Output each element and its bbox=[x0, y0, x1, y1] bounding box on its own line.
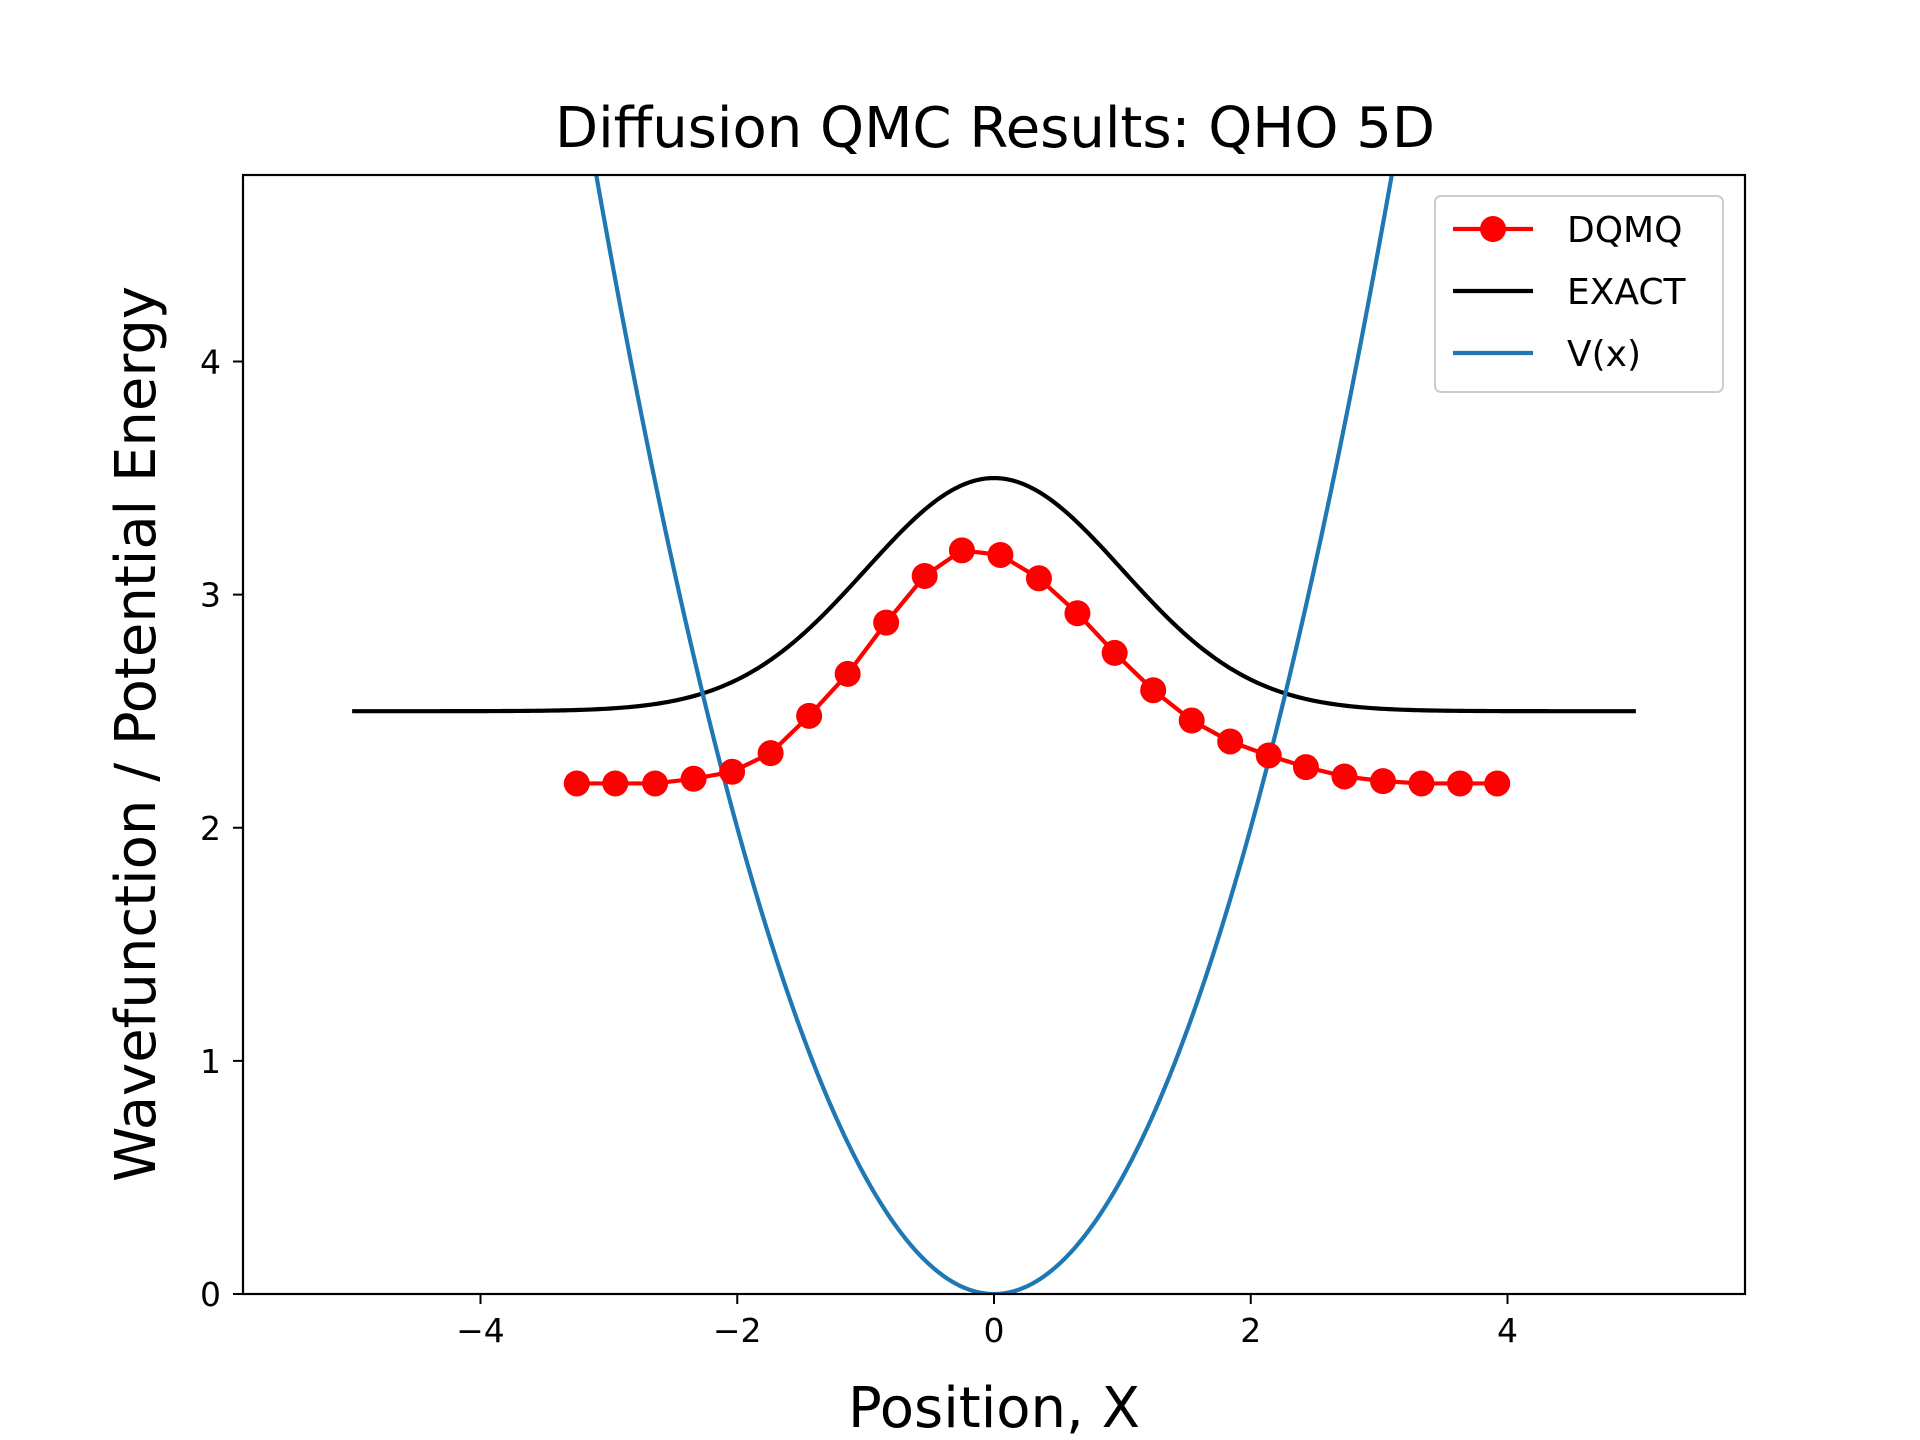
x-tick-label: −4 bbox=[456, 1311, 505, 1350]
data-point bbox=[1292, 754, 1319, 781]
data-point bbox=[1408, 770, 1435, 797]
y-axis-label: Wavefunction / Potential Energy bbox=[104, 286, 169, 1182]
data-point bbox=[834, 660, 861, 687]
data-point bbox=[1255, 742, 1282, 769]
x-axis: −4 −2 0 2 4 bbox=[456, 1294, 1518, 1350]
data-point bbox=[1447, 770, 1474, 797]
y-axis: 0 1 2 3 4 bbox=[200, 343, 243, 1314]
legend-box bbox=[1434, 195, 1724, 393]
data-point bbox=[1064, 600, 1091, 627]
legend-marker bbox=[1480, 216, 1506, 242]
series-layer bbox=[352, 175, 1636, 1294]
data-point bbox=[1178, 707, 1205, 734]
data-point bbox=[563, 770, 590, 797]
y-tick-label: 3 bbox=[200, 576, 221, 615]
x-tick-label: −2 bbox=[713, 1311, 762, 1350]
x-axis-label: Position, X bbox=[848, 1376, 1140, 1440]
legend-label: DQMQ bbox=[1567, 210, 1682, 251]
legend-label: V(x) bbox=[1567, 334, 1641, 375]
data-point bbox=[911, 562, 938, 589]
data-point bbox=[987, 541, 1014, 568]
data-point bbox=[719, 758, 746, 785]
series-line-exact bbox=[352, 475, 1636, 714]
data-point bbox=[1025, 565, 1052, 592]
x-tick-label: 4 bbox=[1497, 1311, 1518, 1350]
y-tick-label: 1 bbox=[200, 1042, 221, 1081]
data-point bbox=[948, 537, 975, 564]
y-tick-label: 0 bbox=[200, 1275, 221, 1314]
legend: DQMQ EXACT V(x) bbox=[1434, 195, 1724, 393]
x-tick-label: 2 bbox=[1240, 1311, 1261, 1350]
data-point bbox=[1140, 677, 1167, 704]
y-tick-label: 2 bbox=[200, 809, 221, 848]
data-point bbox=[873, 609, 900, 636]
chart-title: Diffusion QMC Results: QHO 5D bbox=[555, 96, 1435, 161]
data-point bbox=[680, 765, 707, 792]
data-point bbox=[1101, 639, 1128, 666]
data-point bbox=[1369, 768, 1396, 795]
data-point bbox=[1484, 770, 1511, 797]
data-point bbox=[1331, 763, 1358, 790]
data-point bbox=[642, 770, 669, 797]
data-point bbox=[1217, 728, 1244, 755]
data-point bbox=[796, 702, 823, 729]
data-point bbox=[602, 770, 629, 797]
y-tick-label: 4 bbox=[200, 343, 221, 382]
legend-label: EXACT bbox=[1567, 272, 1687, 313]
x-tick-label: 0 bbox=[984, 1311, 1005, 1350]
data-point bbox=[757, 740, 784, 767]
